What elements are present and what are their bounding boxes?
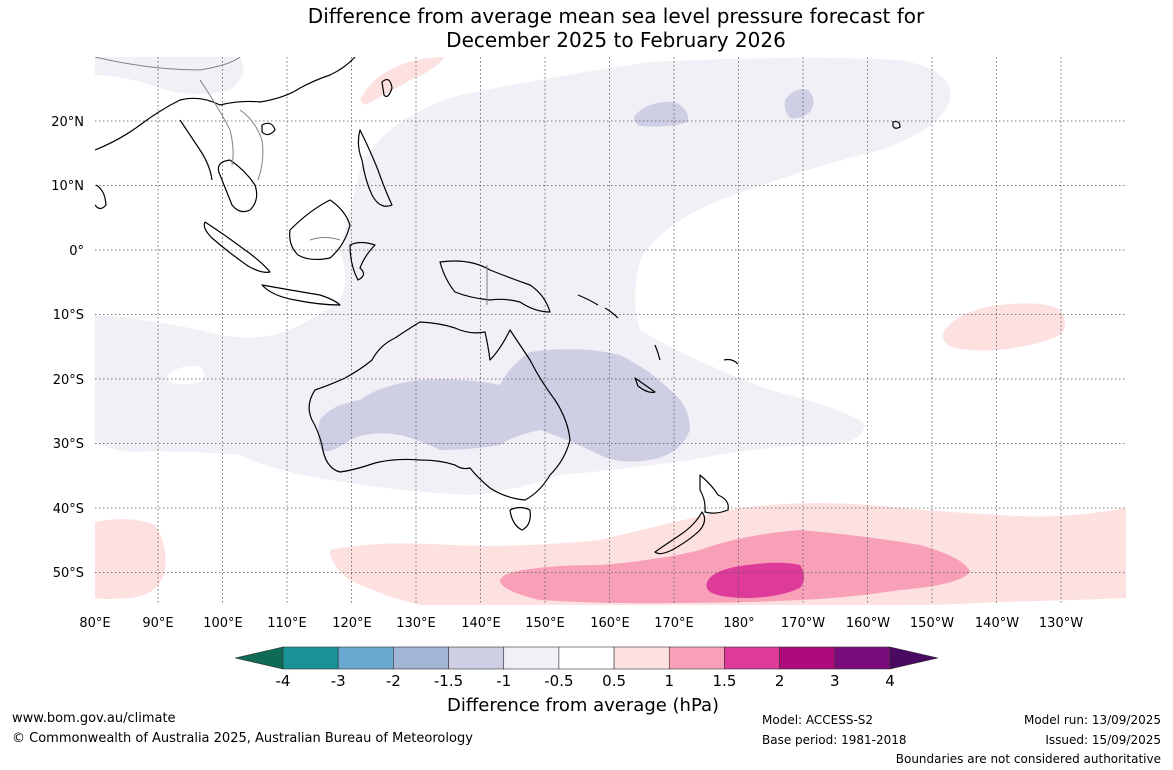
colorbar-tick-label: -4 bbox=[276, 672, 291, 690]
lat-label: 20°N bbox=[51, 115, 84, 130]
coast-fiji bbox=[723, 358, 739, 365]
lon-label: 160°W bbox=[846, 616, 890, 631]
colorbar-swatch bbox=[834, 646, 891, 670]
colorbar-swatch bbox=[448, 646, 505, 670]
lat-label: 10°N bbox=[51, 179, 84, 194]
lon-label: 150°E bbox=[525, 616, 565, 631]
anomaly-neg-0-5-tropics bbox=[95, 57, 951, 496]
title-line-2: December 2025 to February 2026 bbox=[446, 28, 786, 52]
lon-label: 140°E bbox=[461, 616, 501, 631]
title-line-1: Difference from average mean sea level p… bbox=[307, 4, 925, 28]
coast-borneo bbox=[289, 199, 351, 261]
coastlines bbox=[95, 57, 901, 555]
coast-sri-lanka bbox=[95, 184, 107, 210]
colorbar-swatch bbox=[779, 646, 836, 670]
coast-sulawesi bbox=[349, 241, 376, 281]
map-title: Difference from average mean sea level p… bbox=[0, 4, 1173, 52]
lon-label: 150°W bbox=[910, 616, 954, 631]
lon-label: 120°E bbox=[332, 616, 372, 631]
colorbar-swatch bbox=[393, 646, 449, 670]
colorbar-swatch bbox=[724, 646, 780, 670]
anomaly-pos-1 bbox=[500, 530, 970, 604]
lat-label: 20°S bbox=[53, 373, 84, 388]
copyright-text: © Commonwealth of Australia 2025, Austra… bbox=[12, 731, 473, 746]
coast-tasmania bbox=[509, 506, 531, 531]
lon-label: 100°E bbox=[203, 616, 243, 631]
anomaly-neg-1-australia bbox=[317, 349, 690, 462]
colorbar-title: Difference from average (hPa) bbox=[447, 695, 720, 716]
coast-nz-north bbox=[699, 474, 729, 514]
colorbar-tick-label: 2 bbox=[775, 672, 785, 690]
coast-sumatra bbox=[203, 221, 271, 273]
anomaly-pos-0-5-east-pacific bbox=[943, 303, 1065, 351]
coast-asia-mainland bbox=[95, 57, 356, 213]
lat-label: 0° bbox=[69, 244, 84, 259]
coast-solomons bbox=[577, 294, 619, 319]
base-period-text: Base period: 1981-2018 bbox=[762, 733, 907, 747]
coast-hawaii bbox=[892, 120, 901, 129]
colorbar-tick-label: 4 bbox=[885, 672, 895, 690]
colorbar-swatch bbox=[503, 646, 560, 670]
lon-label: 80°E bbox=[79, 616, 110, 631]
colorbar-swatch bbox=[613, 646, 670, 670]
lat-label: 30°S bbox=[53, 437, 84, 452]
country-borders bbox=[95, 57, 488, 305]
lon-label: 130°E bbox=[396, 616, 436, 631]
colorbar-swatch bbox=[668, 646, 725, 670]
coast-new-guinea bbox=[439, 260, 551, 313]
colorbar-tick-label: 1.5 bbox=[713, 672, 737, 690]
model-text: Model: ACCESS-S2 bbox=[762, 713, 874, 727]
latitude-labels: 20°N 10°N 0° 10°S 20°S 30°S 40°S 50°S bbox=[51, 115, 84, 581]
colorbar-tick-label: -1 bbox=[496, 672, 511, 690]
colorbar-tick-label: -1.5 bbox=[434, 672, 463, 690]
anomaly-pos-0-5-north bbox=[360, 57, 445, 105]
lon-label: 160°E bbox=[590, 616, 630, 631]
anomaly-white-hole bbox=[167, 365, 204, 385]
lon-label: 130°W bbox=[1039, 616, 1083, 631]
coast-vanuatu bbox=[654, 344, 661, 361]
model-run-text: Model run: 13/09/2025 bbox=[1023, 713, 1161, 727]
lat-label: 50°S bbox=[53, 566, 84, 581]
website-link[interactable]: www.bom.gov.au/climate bbox=[12, 711, 176, 726]
colorbar-tick-label: 0.5 bbox=[602, 672, 626, 690]
colorbar-arrow-left bbox=[234, 646, 284, 670]
gridlines bbox=[95, 57, 1126, 605]
coast-java bbox=[261, 284, 341, 306]
anomaly-neg-1-pacific-a bbox=[634, 101, 689, 127]
coast-new-caledonia bbox=[634, 377, 656, 393]
lon-label: 90°E bbox=[142, 616, 173, 631]
coast-australia bbox=[308, 321, 571, 501]
lat-label: 10°S bbox=[53, 308, 84, 323]
colorbar-tick-label: -3 bbox=[331, 672, 346, 690]
map-area bbox=[95, 57, 1126, 605]
anomaly-neg-0-5-south-asia bbox=[95, 57, 244, 94]
colorbar-tick-label: 1 bbox=[664, 672, 674, 690]
lon-label: 180° bbox=[723, 616, 754, 631]
colorbar-swatch bbox=[282, 646, 339, 670]
issued-text: Issued: 15/09/2025 bbox=[1045, 733, 1161, 747]
colorbar-tick-label: -0.5 bbox=[544, 672, 573, 690]
forecast-map: 20°N 10°N 0° 10°S 20°S 30°S 40°S 50°S 80… bbox=[51, 57, 1126, 690]
lon-label: 170°W bbox=[781, 616, 825, 631]
colorbar-swatch bbox=[558, 646, 615, 670]
colorbar-swatch bbox=[337, 646, 394, 670]
coast-nz-south bbox=[654, 511, 706, 555]
coast-taiwan bbox=[381, 78, 393, 98]
colorbar: -4 -3 -2 -1.5 -1 -0.5 0.5 1 1.5 2 3 4 bbox=[234, 646, 939, 690]
anomaly-neg-1-pacific-b bbox=[784, 89, 814, 119]
lat-label: 40°S bbox=[53, 502, 84, 517]
colorbar-tick-label: -2 bbox=[386, 672, 401, 690]
anomaly-pos-0-5-west bbox=[95, 519, 166, 599]
longitude-labels: 80°E 90°E 100°E 110°E 120°E 130°E 140°E … bbox=[79, 616, 1083, 631]
colorbar-tick-label: 3 bbox=[830, 672, 840, 690]
coast-philippines bbox=[357, 129, 393, 207]
disclaimer-text: Boundaries are not considered authoritat… bbox=[895, 752, 1161, 766]
colorbar-arrow-right bbox=[889, 646, 939, 670]
lon-label: 170°E bbox=[654, 616, 694, 631]
anomaly-pos-1-5 bbox=[706, 562, 804, 598]
lon-label: 140°W bbox=[975, 616, 1019, 631]
coast-hainan bbox=[261, 122, 276, 136]
lon-label: 110°E bbox=[267, 616, 307, 631]
